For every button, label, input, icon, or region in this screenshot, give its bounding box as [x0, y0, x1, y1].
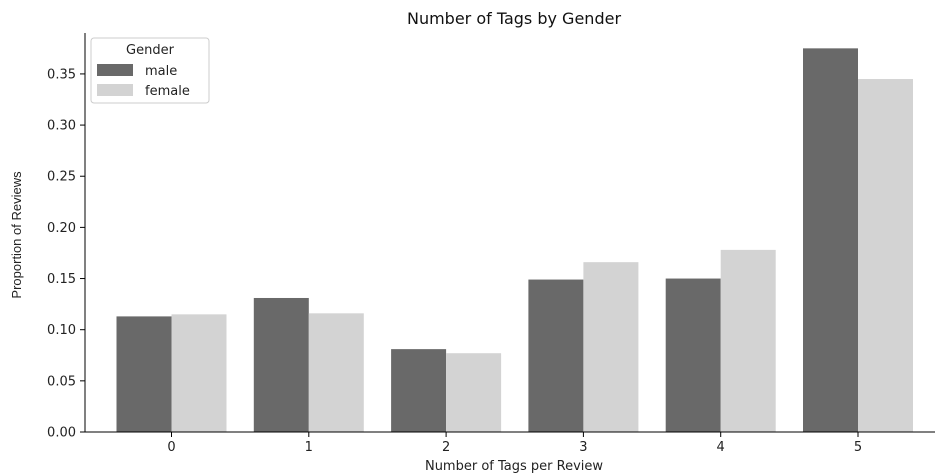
y-axis: 0.00 0.05 0.10 0.15 0.20 0.25 0.30 0.35 [47, 33, 86, 441]
bar-male-5 [803, 48, 858, 432]
bar-male-2 [391, 349, 447, 432]
bars-group [116, 48, 913, 432]
y-tick-label: 0.15 [47, 272, 76, 287]
legend-label-female: female [145, 84, 190, 99]
bar-male-3 [528, 279, 584, 432]
bar-female-1 [308, 313, 364, 432]
bar-female-5 [858, 79, 913, 432]
y-tick-label: 0.20 [47, 221, 76, 236]
legend-swatch-female [97, 84, 133, 96]
bar-male-4 [665, 278, 721, 432]
x-axis-label: Number of Tags per Review [425, 459, 603, 474]
y-tick-label: 0.05 [47, 374, 76, 389]
y-tick-label: 0.25 [47, 170, 76, 185]
legend-title: Gender [126, 43, 175, 58]
y-tick-label: 0.30 [47, 119, 76, 134]
x-axis: 0 1 2 3 4 5 [85, 431, 935, 455]
legend-swatch-male [97, 64, 133, 76]
x-tick-label: 4 [717, 440, 725, 455]
chart-title: Number of Tags by Gender [407, 9, 621, 28]
legend-label-male: male [145, 64, 177, 79]
x-tick-label: 2 [442, 440, 450, 455]
bar-female-2 [446, 353, 502, 432]
y-tick-label: 0.00 [47, 426, 76, 441]
bar-male-0 [116, 316, 172, 432]
legend: Gender male female [90, 37, 210, 104]
bar-male-1 [253, 297, 309, 432]
x-tick-label: 3 [579, 440, 587, 455]
x-tick-label: 5 [854, 440, 862, 455]
bar-female-4 [720, 249, 776, 432]
bar-female-3 [583, 262, 639, 432]
y-axis-label: Proportion of Reviews [9, 171, 24, 299]
x-tick-label: 1 [305, 440, 313, 455]
bar-female-0 [171, 314, 227, 432]
x-tick-label: 0 [167, 440, 175, 455]
y-tick-label: 0.35 [47, 67, 76, 82]
y-tick-label: 0.10 [47, 323, 76, 338]
